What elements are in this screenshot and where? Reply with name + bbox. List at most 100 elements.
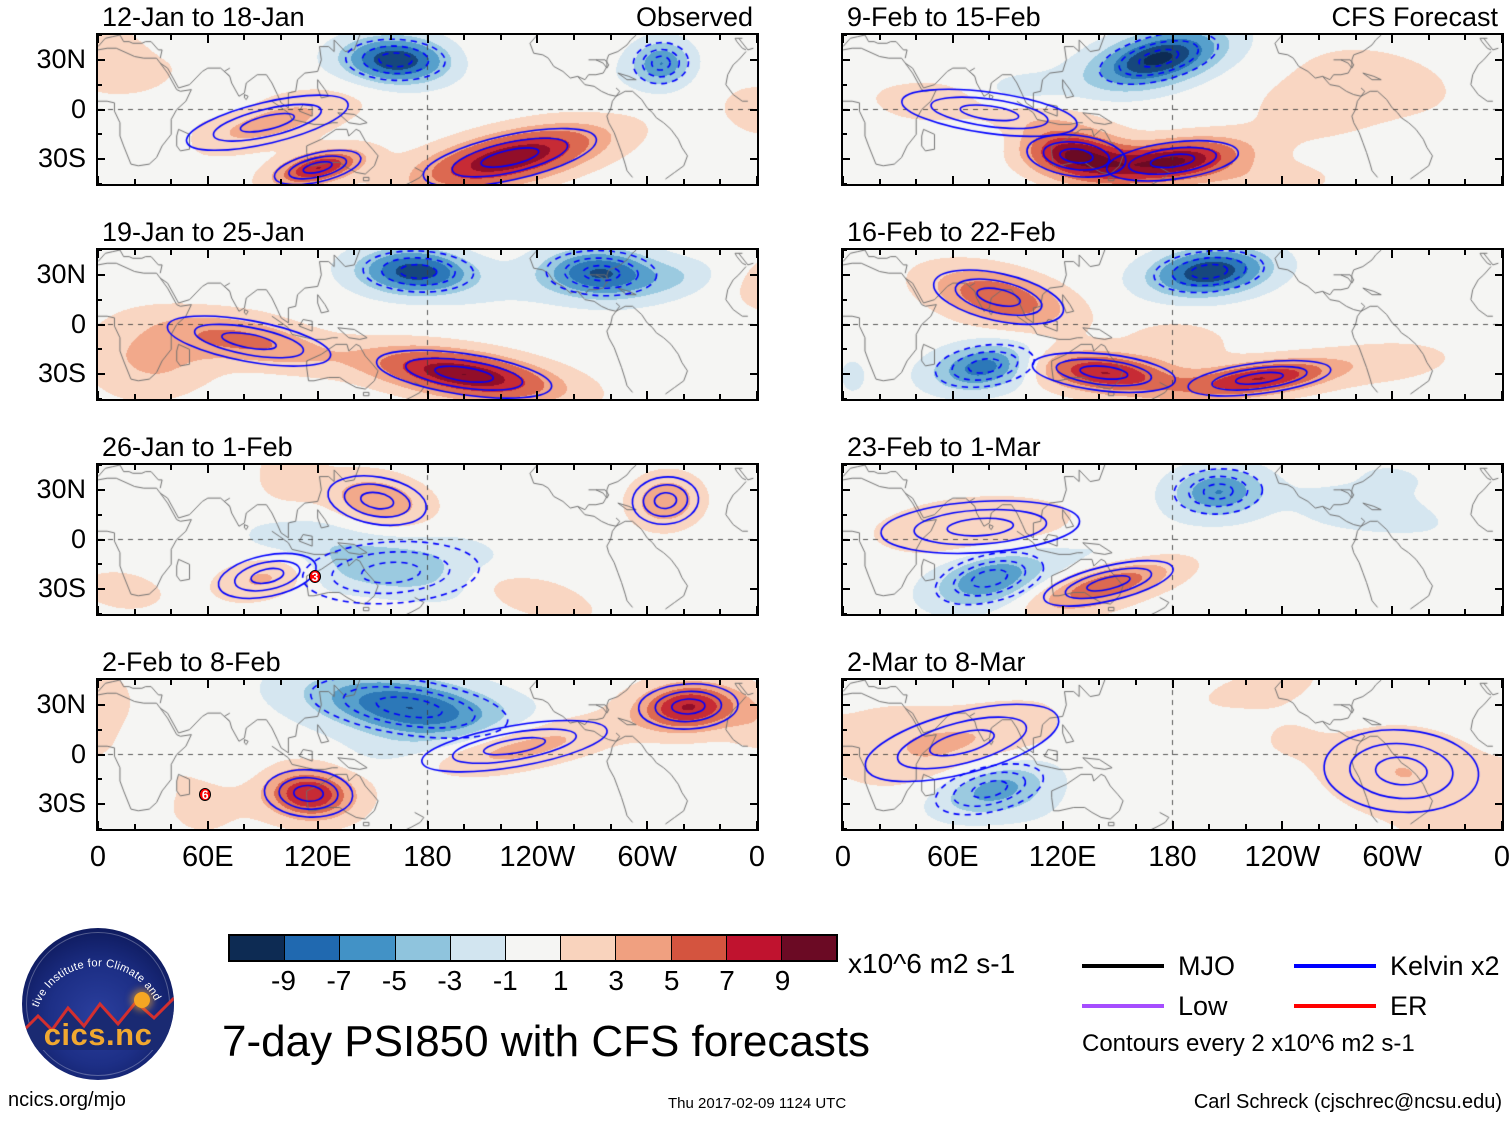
y-tick-label: 30S [37, 573, 86, 604]
er-contour-label: 3 [309, 569, 321, 583]
x-axis-tick [1098, 179, 1101, 185]
x-axis-tick [1098, 824, 1101, 830]
x-axis-tick [988, 179, 991, 185]
x-axis-tick [646, 679, 649, 688]
y-axis-tick [1495, 803, 1503, 806]
x-axis-tick [1244, 394, 1247, 400]
x-axis-tick [755, 679, 758, 688]
x-axis-tick [609, 464, 612, 470]
x-tick-label: 120E [1028, 841, 1097, 873]
anomaly-field [843, 465, 1502, 614]
y-axis-minor-tick [97, 679, 102, 681]
x-axis-tick [206, 34, 209, 43]
x-axis-tick [1134, 394, 1137, 400]
x-axis-tick [1244, 824, 1247, 830]
x-axis-tick [206, 821, 209, 830]
colorbar-units-label: x10^6 m2 s-1 [848, 948, 1016, 979]
map-panel-1 [96, 33, 759, 186]
x-axis-tick [426, 821, 429, 830]
y-axis-tick [750, 753, 758, 756]
legend-label: MJO [1178, 950, 1235, 981]
x-axis-tick [389, 609, 392, 615]
x-axis-tick [426, 464, 429, 473]
y-axis-minor-tick [97, 298, 102, 301]
x-axis-tick [353, 179, 356, 185]
y-axis-minor-tick [842, 58, 847, 61]
y-axis-minor-tick [842, 778, 847, 781]
x-axis-tick [1025, 249, 1028, 255]
x-axis-tick [915, 824, 918, 830]
x-axis-tick [243, 824, 246, 830]
x-axis-tick [1500, 249, 1503, 258]
y-axis-minor-tick [842, 538, 847, 541]
x-axis-tick [682, 679, 685, 685]
x-axis-tick [463, 249, 466, 255]
colorbar-swatch-6 [561, 936, 617, 960]
x-axis-tick [353, 249, 356, 255]
x-axis-tick [755, 391, 758, 400]
legend-item-mjo: MJO [1082, 950, 1294, 981]
x-axis-tick [97, 391, 99, 400]
x-axis-tick [1464, 249, 1467, 255]
colorbar-swatch-7 [616, 936, 672, 960]
x-axis-tick [316, 464, 319, 473]
x-axis-tick [499, 249, 502, 255]
x-axis-tick [646, 391, 649, 400]
x-axis-tick [1098, 249, 1101, 255]
x-axis-tick [1354, 249, 1357, 255]
x-axis-tick [536, 176, 539, 185]
x-axis-tick [499, 34, 502, 40]
x-axis-tick [1427, 464, 1430, 470]
colorbar-tick-label: 5 [663, 965, 680, 996]
x-axis-tick [1427, 179, 1430, 185]
x-axis-tick [463, 609, 466, 615]
logo-mountains-icon [22, 996, 174, 1050]
x-axis-tick [1427, 609, 1430, 615]
contour-interval-note: Contours every 2 x10^6 m2 s-1 [1082, 1030, 1415, 1057]
map-panel-8 [841, 678, 1504, 831]
panel-title-7: 23-Feb to 1-Mar [847, 432, 1041, 462]
x-axis-tick [316, 391, 319, 400]
colorbar-swatch-5 [505, 936, 562, 960]
x-axis-tick [170, 824, 173, 830]
x-axis-tick [1171, 679, 1174, 688]
x-axis-tick [97, 679, 99, 688]
x-axis-tick [915, 249, 918, 255]
colorbar-swatch-3 [395, 936, 451, 960]
y-axis-minor-tick [97, 464, 102, 466]
x-tick-label: 60W [1362, 841, 1422, 873]
legend-row: MJO Kelvin x2 [1082, 946, 1506, 986]
x-axis-tick [206, 391, 209, 400]
y-axis-tick [750, 588, 758, 591]
x-axis-tick [1061, 391, 1064, 400]
x-axis-tick [1391, 249, 1394, 258]
x-axis-tick [280, 679, 283, 685]
x-axis-tick [988, 394, 991, 400]
y-axis-minor-tick [97, 398, 102, 400]
x-axis-tick [170, 34, 173, 40]
x-axis-tick [206, 464, 209, 473]
x-axis-tick [572, 679, 575, 685]
x-axis-tick [1208, 179, 1211, 185]
x-axis-tick [1171, 391, 1174, 400]
colorbar-tick-label: -9 [271, 965, 296, 996]
x-axis-tick [426, 606, 429, 615]
x-axis-tick [1281, 821, 1284, 830]
x-axis-tick [1171, 34, 1174, 43]
site-url[interactable]: ncics.org/mjo [8, 1089, 126, 1111]
x-axis-tick [1281, 679, 1284, 688]
x-axis-tick [353, 824, 356, 830]
x-axis-tick [1500, 821, 1503, 830]
x-tick-label: 0 [89, 841, 107, 873]
x-axis-tick [280, 34, 283, 40]
x-axis-tick [499, 464, 502, 470]
x-axis-tick [951, 821, 954, 830]
x-axis-tick [755, 176, 758, 185]
y-axis-minor-tick [97, 588, 102, 591]
map-panel-6 [841, 248, 1504, 401]
x-axis-tick [536, 391, 539, 400]
x-tick-label: 0 [834, 841, 852, 873]
y-axis-tick [750, 323, 758, 326]
x-axis-tick [1281, 34, 1284, 43]
x-axis-tick [915, 179, 918, 185]
